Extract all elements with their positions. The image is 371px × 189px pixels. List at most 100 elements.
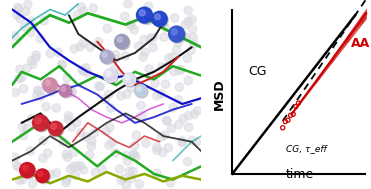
Circle shape — [125, 167, 134, 175]
Circle shape — [62, 82, 70, 91]
Circle shape — [145, 65, 153, 73]
Circle shape — [46, 170, 55, 178]
Circle shape — [106, 53, 114, 61]
Point — [285, 119, 291, 122]
Circle shape — [73, 118, 81, 127]
Point — [288, 114, 293, 117]
Circle shape — [23, 124, 32, 132]
Circle shape — [123, 157, 132, 165]
Circle shape — [29, 180, 37, 188]
Circle shape — [40, 16, 48, 25]
Circle shape — [38, 171, 43, 177]
Circle shape — [11, 88, 20, 97]
Circle shape — [137, 87, 141, 91]
Circle shape — [178, 137, 186, 145]
Circle shape — [69, 148, 78, 157]
Circle shape — [16, 65, 24, 73]
Circle shape — [52, 104, 60, 112]
Circle shape — [27, 57, 36, 65]
Circle shape — [78, 66, 86, 74]
Circle shape — [160, 33, 168, 41]
Circle shape — [149, 43, 157, 52]
Circle shape — [19, 175, 27, 184]
Circle shape — [165, 54, 173, 62]
Circle shape — [135, 86, 148, 98]
Circle shape — [168, 53, 177, 61]
Circle shape — [166, 179, 175, 187]
Text: MSD: MSD — [213, 79, 226, 110]
Circle shape — [29, 60, 37, 68]
Circle shape — [184, 6, 193, 15]
Circle shape — [164, 144, 173, 152]
Circle shape — [124, 0, 132, 8]
Circle shape — [44, 79, 58, 93]
Circle shape — [89, 4, 98, 12]
Circle shape — [157, 90, 165, 98]
Circle shape — [13, 161, 21, 170]
Circle shape — [127, 20, 135, 29]
Circle shape — [188, 25, 197, 33]
Circle shape — [77, 3, 86, 11]
Circle shape — [112, 70, 121, 78]
Circle shape — [19, 84, 28, 93]
Circle shape — [16, 15, 24, 23]
Circle shape — [139, 53, 147, 61]
Circle shape — [110, 65, 118, 73]
Circle shape — [22, 7, 30, 15]
Circle shape — [19, 131, 28, 140]
Circle shape — [132, 153, 140, 161]
Circle shape — [82, 64, 90, 72]
Circle shape — [63, 176, 71, 184]
Circle shape — [105, 141, 113, 149]
Circle shape — [13, 11, 21, 19]
Circle shape — [124, 74, 137, 87]
Circle shape — [173, 46, 181, 54]
Circle shape — [86, 151, 94, 159]
Circle shape — [153, 146, 161, 154]
Circle shape — [181, 20, 190, 29]
Circle shape — [11, 153, 19, 161]
Circle shape — [177, 66, 185, 74]
Circle shape — [117, 37, 122, 42]
Circle shape — [134, 84, 147, 97]
Circle shape — [121, 52, 129, 60]
Text: time: time — [286, 168, 314, 181]
Circle shape — [59, 138, 67, 146]
Circle shape — [33, 115, 49, 131]
Circle shape — [58, 61, 66, 69]
Circle shape — [36, 87, 44, 95]
Circle shape — [34, 116, 50, 132]
Circle shape — [137, 101, 145, 110]
Circle shape — [182, 33, 190, 42]
Circle shape — [146, 34, 154, 43]
Circle shape — [35, 118, 41, 124]
Circle shape — [22, 165, 28, 171]
Circle shape — [183, 157, 192, 166]
Circle shape — [50, 122, 64, 137]
Circle shape — [105, 90, 113, 98]
Circle shape — [123, 90, 131, 98]
Circle shape — [14, 5, 23, 13]
Point — [282, 120, 288, 123]
Circle shape — [104, 69, 117, 82]
Circle shape — [149, 33, 157, 42]
Circle shape — [23, 64, 31, 72]
Circle shape — [43, 78, 57, 92]
Circle shape — [95, 82, 103, 90]
Circle shape — [107, 104, 115, 112]
Circle shape — [37, 92, 45, 101]
Circle shape — [159, 148, 167, 157]
Circle shape — [68, 89, 76, 97]
Circle shape — [73, 162, 81, 170]
Circle shape — [71, 171, 79, 180]
Circle shape — [145, 72, 154, 80]
Circle shape — [119, 174, 128, 183]
Circle shape — [117, 176, 125, 185]
Circle shape — [39, 137, 47, 145]
Circle shape — [129, 167, 137, 176]
Circle shape — [27, 28, 35, 36]
Circle shape — [16, 176, 24, 184]
Circle shape — [100, 50, 113, 63]
Circle shape — [51, 124, 56, 129]
Point — [290, 113, 296, 116]
